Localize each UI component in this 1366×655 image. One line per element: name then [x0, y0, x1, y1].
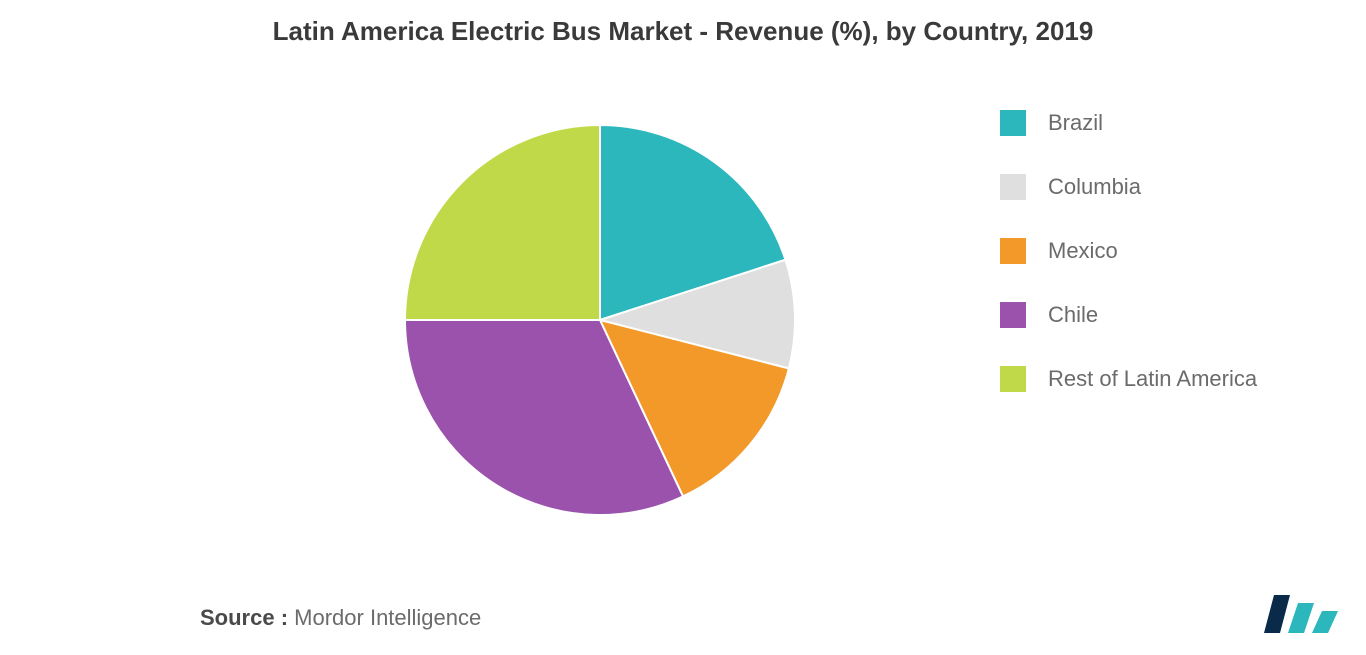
source-footer: Source : Mordor Intelligence — [200, 605, 481, 631]
legend-item-columbia: Columbia — [1000, 174, 1257, 200]
source-label: Source : — [200, 605, 288, 630]
logo-bar-icon — [1264, 595, 1290, 633]
legend-swatch — [1000, 302, 1026, 328]
logo-bar-icon — [1312, 611, 1338, 633]
source-value: Mordor Intelligence — [294, 605, 481, 630]
legend-label: Brazil — [1048, 110, 1103, 136]
legend-label: Rest of Latin America — [1048, 366, 1257, 392]
legend-item-chile: Chile — [1000, 302, 1257, 328]
legend-swatch — [1000, 110, 1026, 136]
legend-label: Columbia — [1048, 174, 1141, 200]
legend-item-rest: Rest of Latin America — [1000, 366, 1257, 392]
pie-slice — [405, 125, 600, 320]
brand-logo-icon — [1264, 587, 1342, 637]
legend: Brazil Columbia Mexico Chile Rest of Lat… — [1000, 110, 1257, 392]
legend-label: Chile — [1048, 302, 1098, 328]
legend-swatch — [1000, 174, 1026, 200]
chart-container: Latin America Electric Bus Market - Reve… — [0, 0, 1366, 655]
legend-label: Mexico — [1048, 238, 1118, 264]
legend-swatch — [1000, 366, 1026, 392]
legend-swatch — [1000, 238, 1026, 264]
logo-bar-icon — [1288, 603, 1314, 633]
legend-item-brazil: Brazil — [1000, 110, 1257, 136]
legend-item-mexico: Mexico — [1000, 238, 1257, 264]
